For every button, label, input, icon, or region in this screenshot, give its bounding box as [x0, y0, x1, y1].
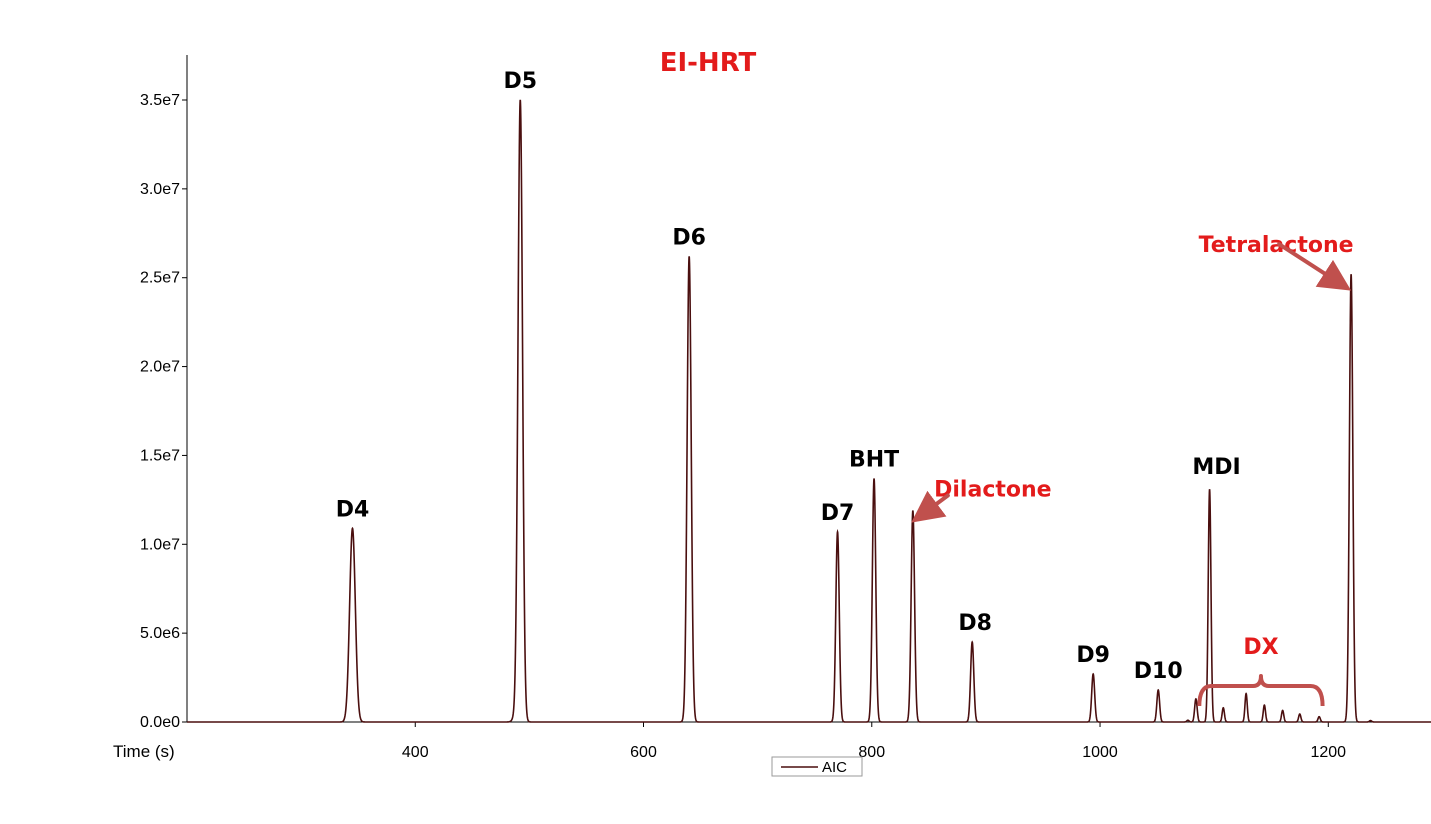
arrow-to-tetralactone: [1277, 242, 1352, 291]
y-tick-label: 0.0e0: [140, 714, 180, 731]
x-tick-label: 1000: [1082, 744, 1118, 761]
axes: [186, 55, 1431, 723]
peak-label-d5: D5: [503, 69, 537, 94]
x-tick-label: 800: [858, 744, 885, 761]
peak-label-d10: D10: [1134, 659, 1183, 684]
x-tick-label: 600: [630, 744, 657, 761]
peak-label-d4: D4: [336, 497, 370, 522]
y-tick-label: 1.5e7: [140, 447, 180, 464]
series-line-aic: [187, 99, 1431, 723]
peak-label-d9: D9: [1076, 643, 1110, 668]
peak-labels: D4 D5 D6 D7 BHT Dilactone D8 D9 D10 MDI Tetralacto…: [336, 69, 1354, 684]
peak-label-mdi: MDI: [1192, 455, 1240, 480]
annotations: DX: [911, 242, 1352, 707]
x-axis-label: Time (s): [113, 742, 175, 761]
peak-label-dilactone: Dilactone: [934, 478, 1051, 503]
legend-label-aic: AIC: [822, 759, 847, 776]
dx-bracket: [1197, 674, 1325, 707]
y-tick-label: 5.0e6: [140, 625, 180, 642]
x-ticks: 400 600 800 1000 1200: [402, 722, 1346, 761]
y-tick-label: 2.0e7: [140, 359, 180, 376]
y-tick-label: 2.5e7: [140, 270, 180, 287]
y-ticks: 0.0e0 5.0e6 1.0e7 1.5e7 2.0e7 2.5e7 3.0e7 3.5e7: [140, 92, 187, 731]
y-tick-label: 3.0e7: [140, 181, 180, 198]
x-tick-label: 400: [402, 744, 429, 761]
y-tick-label: 3.5e7: [140, 92, 180, 109]
peak-label-d8: D8: [958, 611, 992, 636]
peak-label-bht: BHT: [849, 448, 899, 473]
arrow-to-dilactone: [911, 490, 950, 523]
legend: AIC: [771, 756, 863, 777]
y-tick-label: 1.0e7: [140, 536, 180, 553]
peak-label-d7: D7: [821, 501, 855, 526]
peak-label-tetralactone: Tetralactone: [1199, 233, 1354, 258]
peak-label-d6: D6: [672, 225, 706, 250]
x-tick-label: 1200: [1310, 744, 1346, 761]
chart-title: EI-HRT: [660, 48, 757, 78]
dx-label: DX: [1243, 635, 1278, 660]
